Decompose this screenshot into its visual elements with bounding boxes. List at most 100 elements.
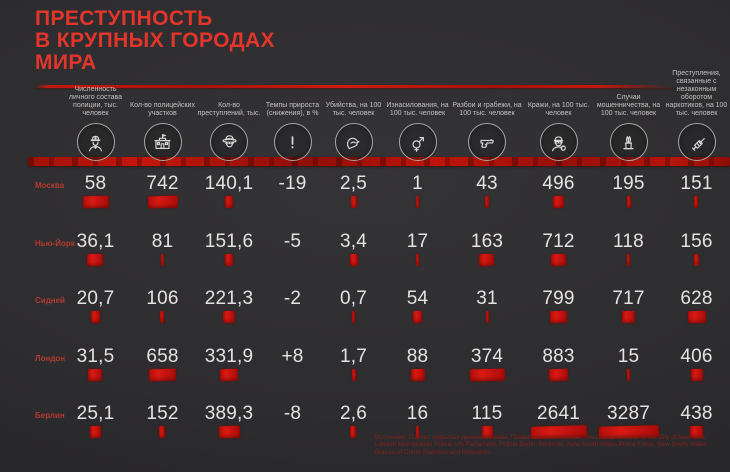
cell-berlin-murders: 2,6 — [323, 403, 384, 461]
cell-sydney-rapes: 54 — [384, 288, 451, 346]
column-header-drug-crimes: Преступления, связанные с незаконным обо… — [665, 70, 728, 117]
criminal-icon — [210, 123, 248, 161]
column-icon-cell-police-personnel — [62, 122, 129, 161]
cell-london-drug-crimes: 406 — [663, 346, 730, 404]
column-header-rapes: Изнасилования, на 100 тыс. человек — [386, 102, 449, 117]
value-berlin-crimes: 389,3 — [204, 403, 254, 424]
cell-sydney-robberies: 31 — [451, 288, 523, 346]
grunge-divider-header — [28, 157, 730, 166]
value-new-york-police-stations: 81 — [151, 230, 174, 252]
cell-moscow-thefts: 496 — [523, 173, 594, 231]
bar-london-fraud — [627, 368, 630, 381]
bar-new-york-fraud — [627, 253, 630, 266]
cell-london-fraud: 15 — [594, 346, 663, 404]
value-sydney-fraud: 717 — [612, 288, 645, 309]
bar-moscow-murders — [350, 195, 357, 209]
value-london-rapes: 88 — [406, 345, 429, 367]
value-new-york-crimes: 151,6 — [204, 230, 254, 252]
column-icon-cell-thefts — [523, 122, 594, 161]
cell-london-crimes: 331,9 — [196, 346, 262, 404]
bar-london-police-stations — [149, 368, 176, 381]
column-icon-cell-drug-crimes — [663, 122, 730, 161]
value-moscow-rapes: 1 — [412, 173, 423, 194]
cell-berlin-drug-crimes: 438 — [663, 403, 730, 461]
value-london-murders: 1,7 — [339, 345, 367, 367]
column-header-thefts: Кражи, на 100 тыс. человек — [527, 102, 590, 117]
cell-sydney-murders: 0,7 — [323, 288, 384, 346]
value-sydney-police-stations: 106 — [146, 288, 179, 309]
value-new-york-robberies: 163 — [470, 230, 504, 252]
bar-moscow-police-personnel — [82, 195, 109, 209]
city-label-new-york: Нью-Йорк — [35, 238, 75, 248]
cell-london-robberies: 374 — [451, 346, 523, 404]
value-sydney-growth-rate: -2 — [283, 288, 302, 309]
cell-moscow-rapes: 1 — [384, 173, 451, 231]
cell-london-growth-rate: +8 — [262, 346, 323, 404]
column-header-fraud: Случаи мошенничества, на 100 тыс. челове… — [596, 94, 661, 117]
value-berlin-drug-crimes: 438 — [680, 403, 713, 424]
city-label-sydney: Сидней — [35, 296, 65, 305]
value-new-york-rapes: 17 — [406, 230, 429, 252]
bar-sydney-rapes — [413, 310, 422, 324]
column-header-murders: Убийства, на 100 тыс. человек — [325, 102, 382, 117]
column-icon-cell-murders — [323, 122, 384, 161]
cell-new-york-thefts: 712 — [523, 231, 594, 289]
value-moscow-fraud: 195 — [612, 173, 645, 194]
value-new-york-police-personnel: 36,1 — [76, 230, 115, 252]
cell-moscow-growth-rate: -19 — [262, 173, 323, 231]
value-moscow-growth-rate: -19 — [278, 173, 307, 194]
city-label-moscow: Москва — [35, 181, 65, 190]
value-moscow-crimes: 140,1 — [204, 173, 254, 194]
cell-moscow-fraud: 195 — [594, 173, 663, 231]
bar-sydney-police-stations — [160, 310, 165, 324]
bar-london-police-personnel — [88, 368, 103, 381]
column-icon-cell-fraud — [594, 122, 663, 161]
bar-new-york-robberies — [479, 253, 495, 266]
value-sydney-drug-crimes: 628 — [680, 288, 713, 309]
bar-sydney-robberies — [485, 310, 489, 324]
thief-icon — [539, 123, 578, 161]
bar-berlin-police-stations — [159, 425, 166, 439]
bar-london-crimes — [219, 368, 239, 381]
cell-sydney-growth-rate: -2 — [262, 288, 323, 346]
value-moscow-drug-crimes: 151 — [680, 173, 713, 194]
bar-berlin-crimes — [218, 425, 240, 439]
cell-new-york-police-personnel: 36,1 — [62, 231, 129, 289]
value-new-york-murders: 3,4 — [339, 230, 367, 252]
cell-berlin-thefts: 2641 — [523, 403, 594, 461]
cell-berlin-growth-rate: -8 — [262, 403, 323, 461]
bar-sydney-thefts — [549, 310, 568, 324]
bar-sydney-police-personnel — [90, 310, 101, 324]
value-berlin-robberies: 115 — [471, 403, 503, 424]
cell-london-rapes: 88 — [384, 346, 451, 404]
value-new-york-thefts: 712 — [542, 230, 575, 252]
column-icon-cell-growth-rate — [262, 122, 323, 161]
column-icon-cell-rapes — [384, 122, 451, 161]
cell-berlin-fraud: 3287 — [594, 403, 663, 461]
value-berlin-thefts: 2641 — [536, 403, 581, 424]
bar-new-york-crimes — [224, 253, 234, 266]
cell-sydney-thefts: 799 — [523, 288, 594, 346]
value-sydney-murders: 0,7 — [339, 288, 367, 309]
column-header-crimes: Кол-во преступлений, тыс. — [197, 102, 261, 117]
cell-london-murders: 1,7 — [323, 346, 384, 404]
column-header-police-personnel: Численность личного состава полиции, тыс… — [68, 86, 123, 117]
cell-moscow-murders: 2,5 — [323, 173, 384, 231]
cell-moscow-crimes: 140,1 — [196, 173, 262, 231]
value-new-york-growth-rate: -5 — [283, 230, 302, 252]
value-berlin-rapes: 16 — [406, 403, 429, 424]
cell-berlin-crimes: 389,3 — [196, 403, 262, 461]
cell-new-york-drug-crimes: 156 — [663, 231, 730, 289]
bar-new-york-police-stations — [160, 253, 165, 266]
cell-london-police-stations: 658 — [129, 346, 196, 404]
column-header-growth-rate: Темпы прироста (снижения), в % — [265, 102, 320, 117]
cell-sydney-crimes: 221,3 — [196, 288, 262, 346]
cell-sydney-fraud: 717 — [594, 288, 663, 346]
cell-new-york-rapes: 17 — [384, 231, 451, 289]
bar-moscow-drug-crimes — [694, 195, 699, 209]
city-label-berlin: Берлин — [35, 411, 65, 420]
bar-berlin-murders — [350, 425, 357, 439]
bar-sydney-crimes — [222, 310, 236, 324]
source-note: Источники: Портал открытых данных Москвы… — [375, 433, 708, 456]
gender-symbol-icon — [398, 123, 437, 161]
